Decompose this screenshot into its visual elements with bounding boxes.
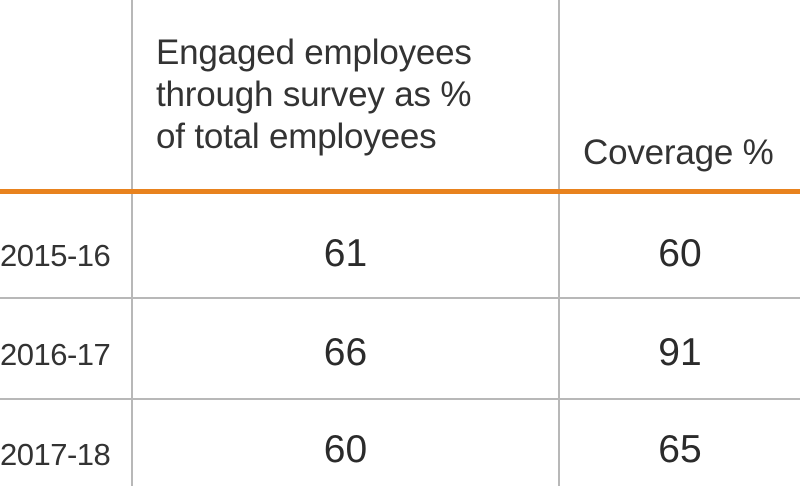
row-label-2016-17: 2016-17 [0,337,111,372]
cell-coverage-2015-16: 60 [658,232,702,275]
row-label-2017-18: 2017-18 [0,437,111,472]
row-divider [0,398,800,400]
column-header-line: through survey as % [156,75,472,114]
column-header-engaged: Engaged employees through survey as % of… [156,32,556,158]
cell-coverage-2016-17: 91 [658,331,702,374]
column-divider [558,0,560,486]
row-label-2015-16: 2015-16 [0,238,111,273]
cell-engaged-2015-16: 61 [323,232,368,275]
column-header-line: Engaged employees [156,33,472,72]
column-header-coverage: Coverage % [583,133,774,172]
column-header-line: of total employees [156,117,437,156]
row-divider [0,297,800,299]
column-divider [131,0,133,486]
header-accent-rule [0,189,800,194]
cell-coverage-2017-18: 65 [658,428,702,471]
cell-engaged-2016-17: 66 [323,331,368,374]
cell-engaged-2017-18: 60 [323,428,368,471]
